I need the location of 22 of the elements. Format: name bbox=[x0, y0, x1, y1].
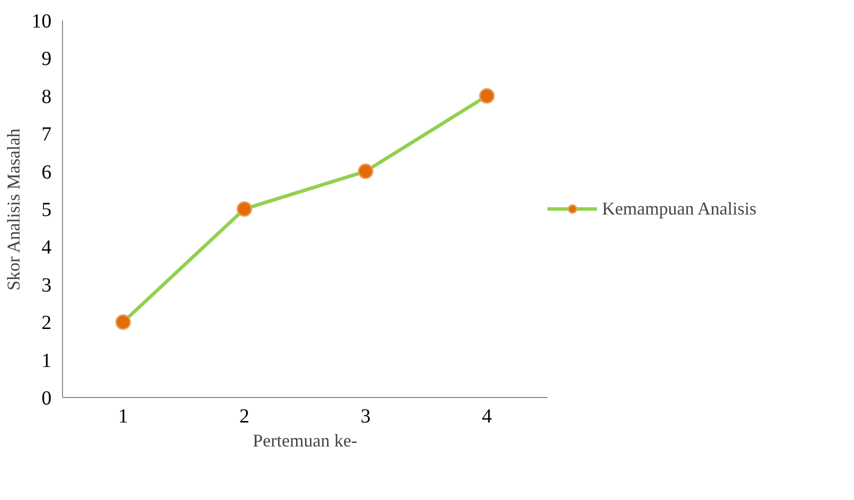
y-tick-label: 8 bbox=[42, 86, 52, 108]
y-tick-label: 0 bbox=[42, 388, 52, 410]
point bbox=[479, 88, 495, 104]
y-tick-label: 7 bbox=[42, 124, 52, 146]
x-tick-label: 1 bbox=[118, 406, 128, 428]
point bbox=[358, 164, 374, 180]
x-tick-label: 3 bbox=[360, 406, 371, 428]
x-axis-title: Pertemuan ke- bbox=[252, 430, 358, 450]
y-tick-label: 2 bbox=[42, 312, 52, 334]
y-tick-label: 9 bbox=[42, 48, 52, 70]
y-tick-label: 10 bbox=[32, 10, 52, 32]
legend-label: Kemampuan Analisis bbox=[602, 198, 756, 219]
point bbox=[115, 314, 131, 330]
point bbox=[236, 201, 252, 217]
y-tick-label: 1 bbox=[42, 350, 52, 372]
y-tick-label: 3 bbox=[42, 274, 52, 296]
y-axis-title: Skor Analisis Masalah bbox=[4, 128, 24, 290]
x-tick-label: 2 bbox=[239, 406, 250, 428]
x-tick-label: 4 bbox=[482, 406, 492, 428]
y-tick-label: 6 bbox=[42, 161, 52, 184]
y-tick-label: 4 bbox=[42, 236, 52, 259]
y-tick-label: 5 bbox=[42, 199, 52, 221]
